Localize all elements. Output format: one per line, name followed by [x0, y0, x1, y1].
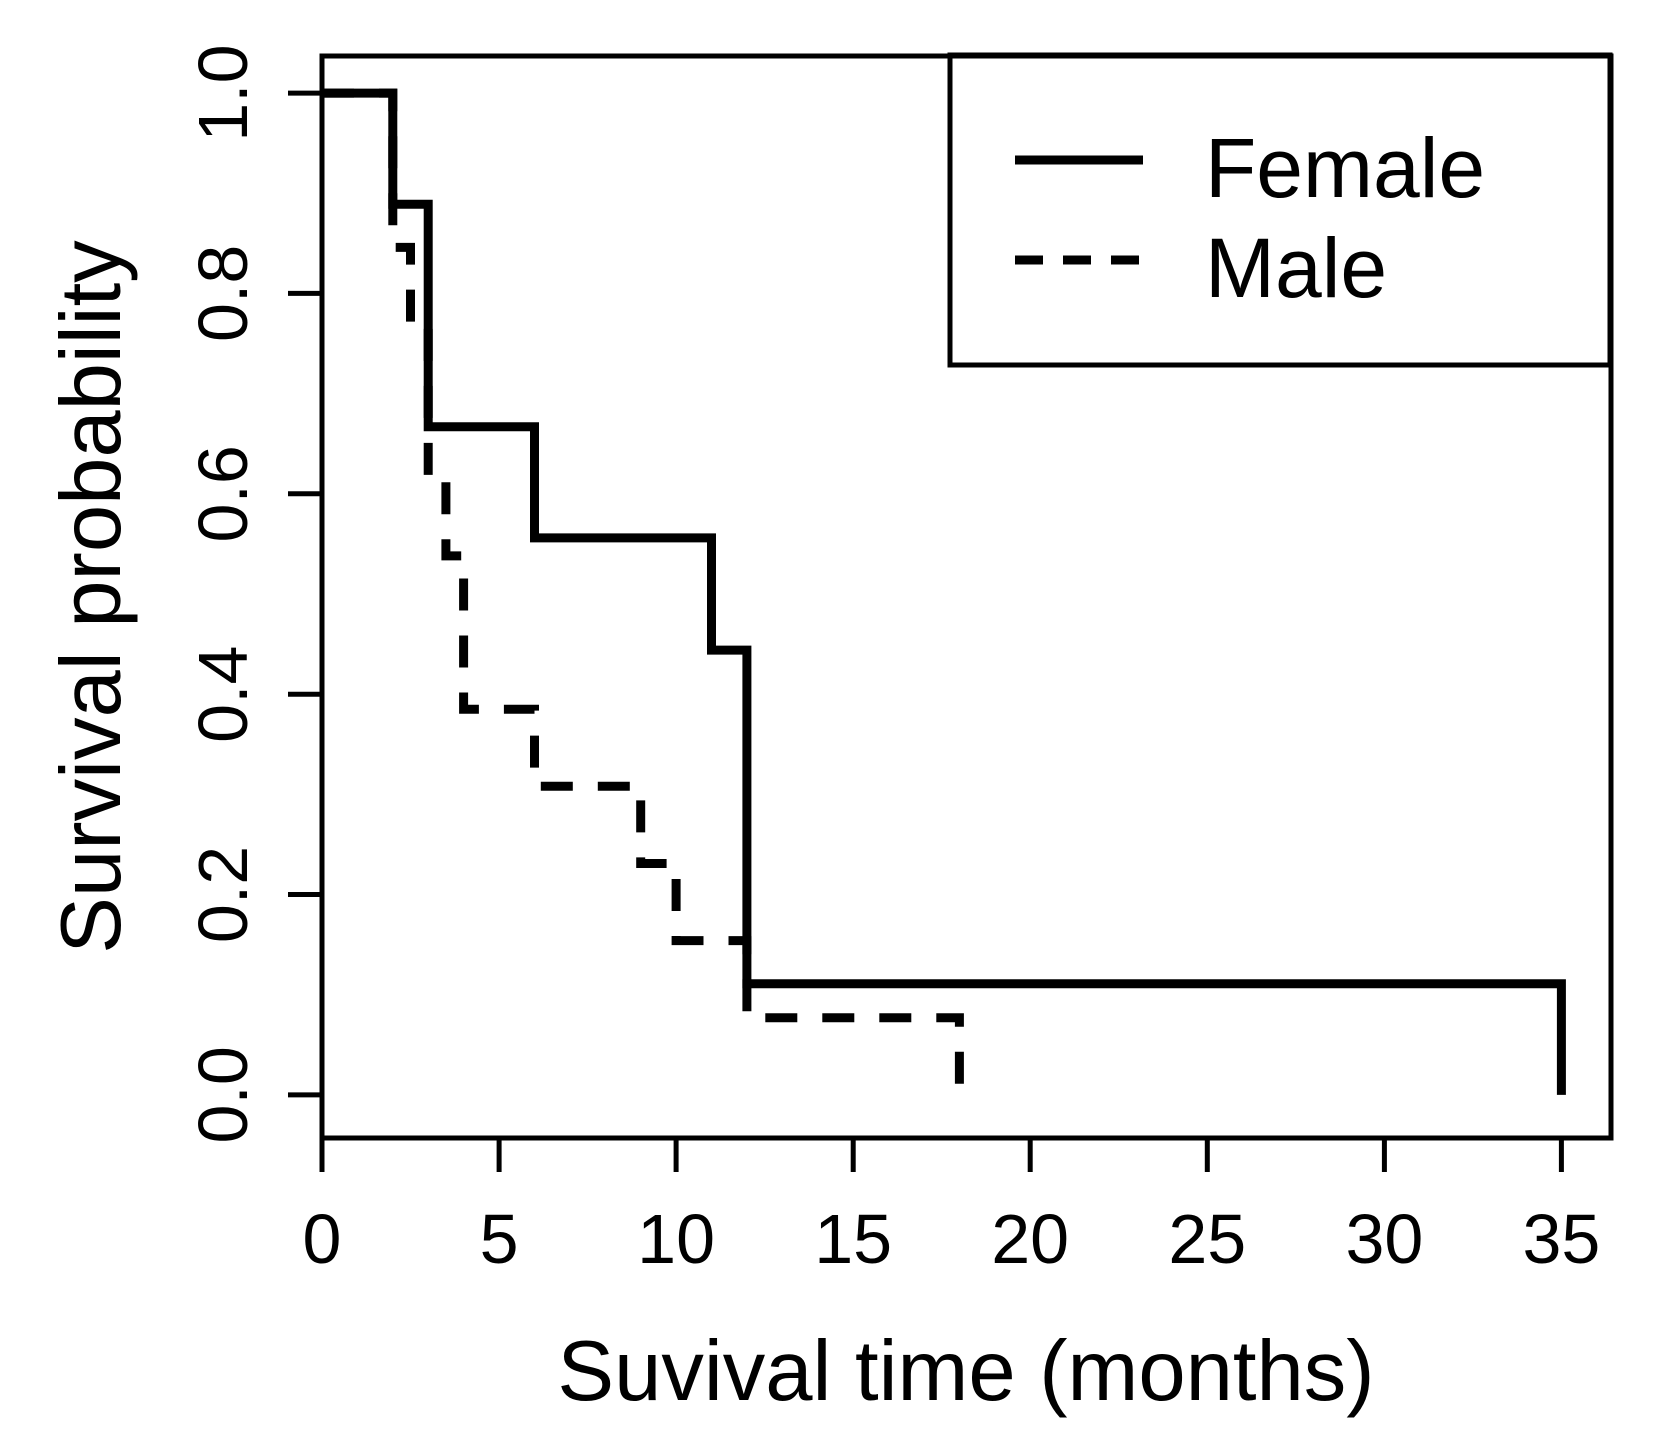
y-tick-label: 0.2 — [184, 846, 262, 943]
plot-frame — [319, 53, 1614, 1141]
x-axis-ticks: 0 5 10 15 20 25 30 35 — [303, 1138, 1600, 1278]
x-axis-title: Suvival time (months) — [557, 1324, 1374, 1419]
y-tick-label: 1.0 — [184, 44, 262, 141]
legend-label-female: Female — [1205, 121, 1485, 215]
x-tick-label: 30 — [1345, 1200, 1423, 1278]
x-tick-label: 20 — [991, 1200, 1069, 1278]
x-tick-label: 10 — [637, 1200, 715, 1278]
y-tick-label: 0.4 — [184, 646, 262, 743]
y-tick-label: 0.8 — [184, 245, 262, 342]
y-axis-ticks: 0.0 0.2 0.4 0.6 0.8 1.0 — [184, 44, 322, 1144]
x-tick-label: 5 — [480, 1200, 519, 1278]
plot-box — [319, 53, 1614, 1141]
y-axis-title: Survival probability — [44, 240, 139, 954]
y-tick-label: 0.6 — [184, 445, 262, 542]
y-tick-label: 0.0 — [184, 1046, 262, 1143]
x-tick-label: 25 — [1168, 1200, 1246, 1278]
legend-label-male: Male — [1205, 221, 1387, 315]
x-tick-label: 15 — [814, 1200, 892, 1278]
legend: Female Male — [947, 52, 1613, 368]
series-group — [322, 88, 1566, 1095]
x-tick-label: 0 — [303, 1200, 342, 1278]
legend-box — [947, 52, 1613, 368]
male-survival-curve — [322, 88, 964, 1095]
x-tick-label: 35 — [1522, 1200, 1600, 1278]
